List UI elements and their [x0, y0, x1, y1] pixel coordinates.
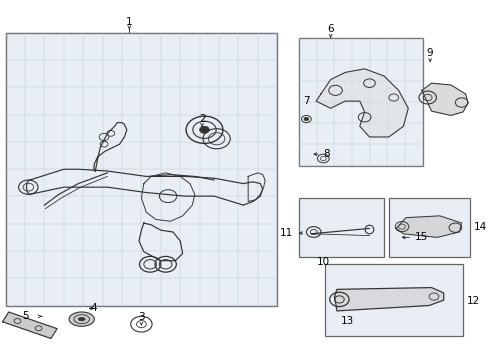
- Circle shape: [199, 126, 209, 134]
- Text: 5: 5: [23, 311, 29, 321]
- Text: 6: 6: [327, 24, 334, 35]
- Bar: [389, 198, 470, 257]
- Text: 10: 10: [317, 257, 330, 267]
- Text: 1: 1: [126, 17, 133, 27]
- Polygon shape: [335, 288, 444, 311]
- Text: 9: 9: [427, 48, 434, 58]
- Text: 8: 8: [323, 149, 330, 159]
- Text: 11: 11: [280, 228, 294, 238]
- Ellipse shape: [78, 318, 85, 321]
- Text: 15: 15: [415, 232, 428, 242]
- Text: 3: 3: [138, 312, 145, 322]
- Text: 14: 14: [473, 222, 487, 232]
- Text: 2: 2: [199, 114, 205, 124]
- Polygon shape: [316, 69, 408, 137]
- Ellipse shape: [69, 312, 95, 326]
- Bar: [5, 33, 277, 306]
- Polygon shape: [422, 83, 468, 116]
- Polygon shape: [396, 216, 462, 237]
- Polygon shape: [2, 312, 57, 338]
- Bar: [325, 264, 463, 336]
- Text: 12: 12: [466, 296, 480, 306]
- Text: 4: 4: [90, 303, 97, 314]
- Text: 7: 7: [303, 96, 310, 106]
- Circle shape: [304, 117, 309, 121]
- Bar: [299, 198, 384, 257]
- Text: 13: 13: [341, 316, 354, 325]
- Bar: [299, 39, 423, 166]
